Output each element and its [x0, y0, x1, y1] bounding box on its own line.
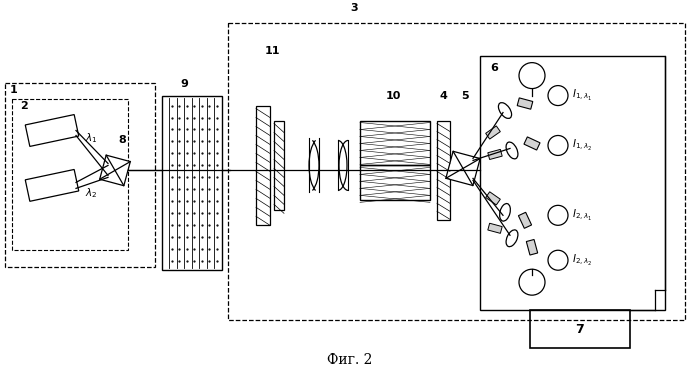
Bar [12, 99, 128, 250]
Polygon shape [100, 155, 130, 186]
Bar [360, 120, 430, 165]
Polygon shape [446, 151, 480, 186]
Polygon shape [486, 126, 500, 139]
Circle shape [519, 62, 545, 89]
Ellipse shape [506, 230, 518, 247]
Bar [530, 310, 630, 348]
Ellipse shape [500, 203, 510, 221]
Text: $I_{1,\lambda_2}$: $I_{1,\lambda_2}$ [572, 138, 593, 153]
Text: $I_{2,\lambda_1}$: $I_{2,\lambda_1}$ [572, 208, 593, 223]
Text: $\lambda_2$: $\lambda_2$ [85, 187, 97, 200]
Text: 10: 10 [385, 91, 401, 101]
Bar [256, 105, 270, 225]
Bar [162, 96, 222, 270]
Ellipse shape [498, 102, 512, 119]
Bar [5, 83, 155, 267]
Polygon shape [519, 212, 531, 229]
Bar [360, 165, 430, 200]
Polygon shape [488, 149, 502, 159]
Text: 11: 11 [264, 46, 280, 56]
Circle shape [548, 135, 568, 156]
Text: 6: 6 [490, 62, 498, 73]
Text: $I_{2,\lambda_2}$: $I_{2,\lambda_2}$ [572, 253, 593, 268]
Text: 4: 4 [439, 91, 447, 101]
Text: Фиг. 2: Фиг. 2 [327, 353, 373, 367]
Polygon shape [524, 137, 540, 150]
Polygon shape [526, 239, 538, 255]
Polygon shape [25, 114, 79, 146]
Text: 5: 5 [461, 91, 469, 101]
Text: 3: 3 [350, 3, 358, 13]
Bar [480, 56, 665, 310]
Polygon shape [488, 223, 502, 233]
Text: 9: 9 [180, 79, 188, 89]
Ellipse shape [506, 142, 518, 159]
Text: $I_{1,\lambda_1}$: $I_{1,\lambda_1}$ [572, 88, 593, 103]
Polygon shape [517, 98, 533, 109]
Polygon shape [25, 169, 79, 201]
Text: 2: 2 [20, 101, 28, 111]
Text: $\lambda_1$: $\lambda_1$ [85, 132, 98, 145]
Circle shape [519, 269, 545, 295]
Bar [228, 23, 685, 320]
Circle shape [548, 86, 568, 105]
Circle shape [548, 205, 568, 225]
Text: 1: 1 [10, 85, 17, 95]
Bar [437, 120, 450, 220]
Bar [274, 120, 284, 210]
Circle shape [548, 250, 568, 270]
Text: 7: 7 [575, 323, 584, 335]
Text: 8: 8 [118, 135, 126, 145]
Polygon shape [486, 192, 500, 205]
